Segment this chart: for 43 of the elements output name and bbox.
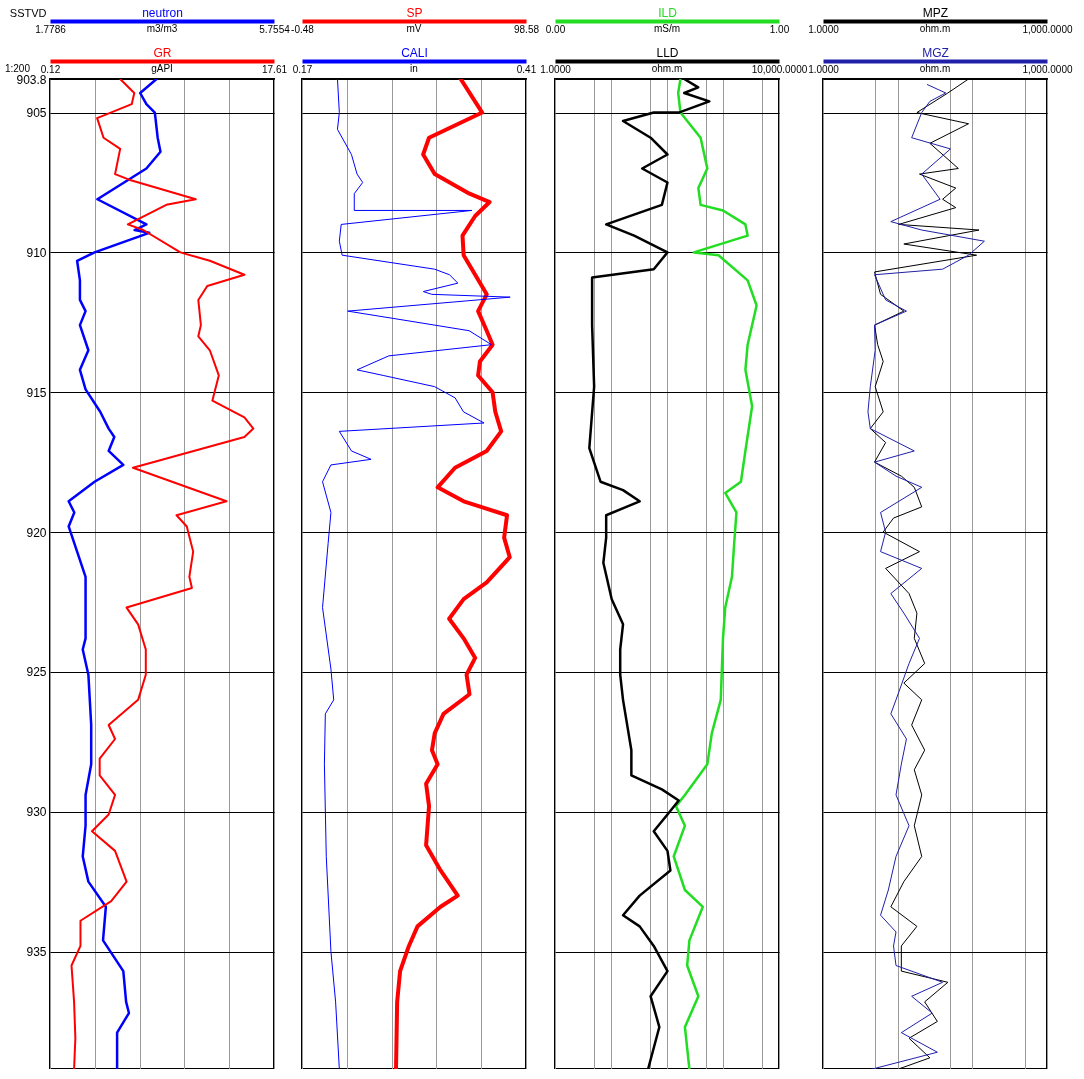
x-tick-label: 0.41 <box>516 63 537 75</box>
y-tick-label: 905 <box>26 106 47 121</box>
text: SP <box>406 5 423 20</box>
x2-tick-label: 1.0000 <box>808 23 840 35</box>
x2-tick-label: 1,000.0000 <box>1022 23 1073 35</box>
text: GR <box>153 45 172 60</box>
x-tick-label: 1.0000 <box>808 63 840 75</box>
y-tick-label: 920 <box>26 525 47 540</box>
text: m3/m3 <box>146 23 178 34</box>
y-tick-label: 903.8 <box>16 72 47 87</box>
text: mS/m <box>653 23 681 34</box>
text: gAPI <box>151 63 173 74</box>
x-tick-label: 1.0000 <box>540 63 572 75</box>
y-tick-label: 935 <box>26 945 47 960</box>
y-tick-label: 925 <box>26 665 47 680</box>
x-tick-label: 10,000.0000 <box>751 63 808 75</box>
x2-tick-label: -0.48 <box>291 23 315 35</box>
text: ohm.m <box>919 23 951 34</box>
x2-tick-label: 5.7554 <box>259 23 291 35</box>
y-axis-title: SSTVD <box>9 6 47 19</box>
x-tick-label: 0.17 <box>292 63 313 75</box>
y-tick-label: 930 <box>26 805 47 820</box>
x2-tick-label: 98.58 <box>513 23 540 35</box>
line-series <box>70 79 255 1069</box>
x-tick-label: 17.61 <box>261 63 288 75</box>
text: MPZ <box>922 5 949 20</box>
y-tick-label: 915 <box>26 385 47 400</box>
text: ILD <box>658 5 678 20</box>
text: CALI <box>401 45 428 60</box>
x2-tick-label: 1.00 <box>769 23 790 35</box>
text: ohm.m <box>651 63 683 74</box>
text: mV <box>406 23 422 34</box>
text: neutron <box>142 5 183 20</box>
x2-tick-label: 0.00 <box>545 23 566 35</box>
text: MGZ <box>922 45 949 60</box>
x-tick-label: 0.12 <box>40 63 61 75</box>
y-tick-label: 910 <box>26 245 47 260</box>
text: 1:200 <box>4 63 31 74</box>
series-label: LLD <box>656 45 679 60</box>
text: ohm.m <box>919 63 951 74</box>
x-tick-label: 1,000.0000 <box>1022 63 1073 75</box>
x2-tick-label: 1.7786 <box>35 23 67 35</box>
text: in <box>410 63 418 74</box>
